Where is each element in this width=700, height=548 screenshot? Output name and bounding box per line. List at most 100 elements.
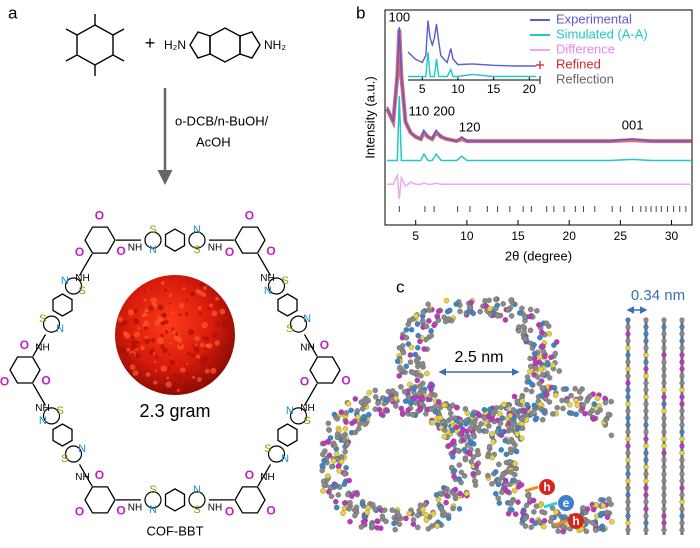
atom	[643, 324, 649, 330]
grain	[121, 319, 128, 327]
bond	[257, 253, 272, 276]
oxygen: O	[95, 468, 104, 482]
atom	[589, 408, 595, 414]
atom	[373, 394, 379, 400]
atom	[679, 520, 685, 526]
atom	[422, 501, 428, 508]
atom	[418, 400, 424, 407]
atom	[414, 512, 421, 519]
thiazole-ring	[144, 491, 162, 509]
atom	[420, 309, 426, 315]
atom	[625, 373, 631, 379]
atom	[521, 329, 527, 335]
sulfur: S	[149, 484, 156, 496]
grain	[124, 352, 129, 357]
atom	[402, 398, 409, 404]
nitrogen: N	[281, 453, 289, 465]
layer-spacing: 0.34 nm	[631, 287, 685, 304]
grain	[160, 281, 165, 286]
grain	[198, 282, 205, 289]
inset-x-tick-label: 15	[487, 82, 501, 96]
atom	[625, 345, 631, 351]
atom	[643, 394, 649, 400]
atom	[625, 359, 631, 365]
atom	[423, 512, 429, 518]
grain	[147, 305, 155, 312]
atom	[352, 396, 359, 402]
oxygen: O	[225, 505, 234, 519]
atom	[507, 412, 514, 419]
atom	[340, 510, 346, 516]
atom	[661, 520, 667, 526]
amine-nh: NH	[300, 342, 314, 353]
atom	[584, 398, 590, 404]
atom	[679, 380, 685, 386]
atom	[625, 394, 631, 400]
atom	[417, 338, 423, 345]
atom	[679, 478, 685, 484]
atom	[421, 346, 427, 352]
grain	[168, 302, 172, 305]
oxygen: O	[245, 208, 254, 222]
atom	[390, 388, 396, 394]
atom	[527, 327, 534, 334]
atom	[334, 416, 341, 422]
grain	[201, 321, 209, 329]
atom	[473, 462, 480, 468]
atom	[593, 502, 600, 508]
atom	[502, 317, 509, 323]
grain	[194, 335, 200, 342]
atom	[443, 489, 449, 495]
atom	[441, 314, 447, 320]
atom	[447, 410, 454, 417]
thiazole-ring	[64, 445, 83, 463]
atom	[643, 464, 649, 470]
atom	[435, 496, 442, 503]
atom	[527, 355, 533, 362]
atom	[497, 411, 503, 417]
grain	[135, 352, 141, 359]
atom	[468, 299, 474, 306]
atom	[537, 334, 543, 341]
atom	[412, 400, 419, 406]
grain	[176, 336, 183, 343]
thiazole-ring	[64, 277, 83, 295]
atom	[545, 362, 551, 368]
powder-photo	[115, 275, 235, 395]
atom	[505, 306, 511, 313]
atom	[467, 425, 474, 432]
atom	[412, 351, 419, 358]
reactants	[65, 14, 261, 76]
atom	[519, 435, 525, 442]
atom	[679, 352, 685, 358]
atom	[560, 528, 566, 535]
x-tick-label: 5	[412, 229, 419, 243]
atom	[589, 519, 596, 526]
atom	[375, 518, 381, 525]
atom	[566, 410, 573, 416]
atom	[398, 384, 404, 390]
grain	[168, 353, 171, 356]
grain	[200, 382, 205, 387]
amine-nh: NH	[75, 472, 89, 483]
thiazole-ring	[267, 277, 286, 295]
atom	[559, 397, 565, 404]
atom	[434, 523, 441, 529]
atom	[679, 527, 685, 533]
atom	[608, 501, 614, 507]
grain	[148, 350, 154, 356]
grain	[201, 336, 205, 339]
atom	[319, 462, 326, 469]
grain	[187, 352, 191, 356]
atom	[405, 407, 411, 413]
atom	[541, 409, 547, 415]
atom	[381, 507, 388, 513]
atom	[467, 451, 473, 457]
atom	[608, 432, 615, 439]
sulfur: S	[193, 504, 200, 516]
atom	[600, 497, 606, 503]
atom	[661, 324, 667, 330]
grain	[129, 352, 135, 359]
atom	[456, 462, 463, 468]
atom	[489, 416, 495, 422]
